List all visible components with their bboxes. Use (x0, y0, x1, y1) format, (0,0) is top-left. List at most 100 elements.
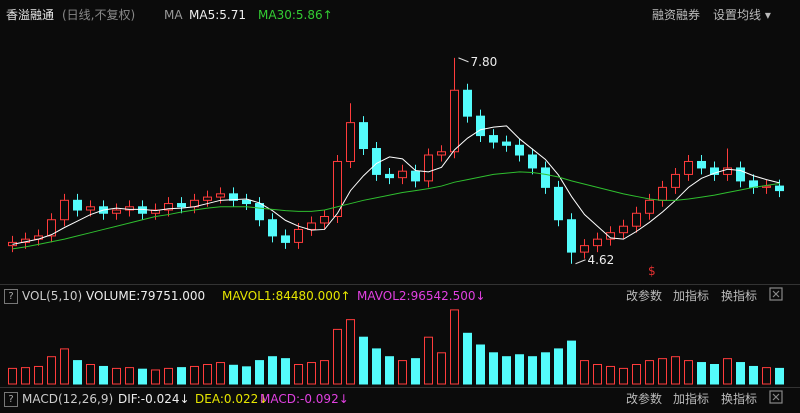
volume-bar (411, 358, 420, 385)
candle-body (632, 212, 641, 227)
volume-bar (21, 367, 30, 385)
edit-params[interactable]: 改参数 (626, 392, 663, 406)
volume-bar (528, 356, 537, 385)
candle-body (177, 203, 186, 208)
price-header: 香溢融通 (日线,不复权) MA MA5:5.71 MA30:5.86↑ 融资融… (0, 4, 800, 26)
candle-body (60, 199, 69, 221)
indicator-name: VOL(5,10) (22, 289, 83, 303)
add-indicator[interactable]: 加指标 (673, 392, 710, 406)
dea-value: DEA:0.022↓ (195, 392, 269, 406)
volume-bar (684, 360, 693, 385)
candle-body (541, 167, 550, 188)
ma-line (12, 171, 780, 250)
switch-indicator[interactable]: 换指标 (721, 289, 758, 303)
volume-bar (775, 367, 784, 385)
volume-bar (606, 365, 615, 385)
candle-body (528, 154, 537, 169)
ma-label: MA (164, 8, 183, 22)
candle-body (47, 219, 56, 237)
volume-bar (450, 309, 459, 385)
candle-body (411, 170, 420, 182)
edit-params[interactable]: 改参数 (626, 289, 663, 303)
volume-bar (125, 367, 134, 385)
candle-body (489, 135, 498, 143)
mavol1-value: MAVOL1:84480.000↑ (222, 289, 351, 303)
candle-body (671, 173, 680, 188)
candle-body (151, 209, 160, 214)
volume-bar (658, 358, 667, 385)
help-icon[interactable]: ? (4, 392, 18, 407)
candle-body (424, 154, 433, 182)
candle-body (515, 144, 524, 156)
ma30-value: MA30:5.86↑ (258, 8, 333, 22)
signal-mark: $ (648, 264, 656, 278)
volume-bar (762, 367, 771, 385)
volume-bar (320, 360, 329, 385)
volume-bar (723, 358, 732, 385)
volume-bar (463, 332, 472, 385)
close-icons (769, 287, 783, 404)
volume-bar (177, 367, 186, 385)
dif-value: DIF:-0.024↓ (118, 392, 190, 406)
volume-bar (281, 358, 290, 385)
volume-bar (424, 336, 433, 385)
volume-bar (385, 356, 394, 385)
volume-bar (359, 336, 368, 385)
ma-settings-button[interactable]: 设置均线 ▾ (713, 8, 771, 22)
candle-body (203, 196, 212, 201)
period: (日线,不复权) (62, 8, 136, 22)
candle-body (567, 219, 576, 253)
candle-body (580, 245, 589, 253)
volume-bar (242, 366, 251, 385)
volume-bar (346, 319, 355, 385)
margin-button[interactable]: 融资融券 (652, 8, 701, 22)
candle-body (268, 219, 277, 237)
close-button[interactable] (769, 390, 783, 404)
indicator-name: MACD(12,26,9) (22, 392, 114, 406)
candle-body (736, 167, 745, 182)
annotation-label: 4.62 (588, 253, 615, 267)
volume-bar (333, 328, 342, 385)
volume-bar (554, 348, 563, 385)
candle-body (437, 151, 446, 156)
candle-body (216, 193, 225, 198)
volume-bar (99, 365, 108, 385)
add-indicator[interactable]: 加指标 (673, 289, 710, 303)
volume-bar (73, 360, 82, 385)
volume-bar (47, 356, 56, 385)
candle-body (398, 170, 407, 179)
candle-body (606, 232, 615, 240)
switch-indicator[interactable]: 换指标 (721, 392, 758, 406)
volume-bar (112, 367, 121, 385)
candle-body (73, 199, 82, 211)
macd-header: ? MACD(12,26,9) DIF:-0.024↓ DEA:0.022↓ M… (0, 387, 800, 410)
volume-bar (151, 369, 160, 385)
candle-body (164, 203, 173, 211)
volume-bar (190, 365, 199, 385)
annotation-leader (575, 259, 586, 265)
candle-body (710, 167, 719, 175)
candle-body (749, 180, 758, 188)
close-glyph (772, 393, 780, 401)
candle-body (346, 122, 355, 162)
volume-bar (736, 362, 745, 385)
candle-body (723, 167, 732, 175)
volume-bar (489, 352, 498, 385)
volume-bar (476, 344, 485, 385)
help-icon[interactable]: ? (4, 289, 18, 304)
volume-bar (255, 360, 264, 385)
volume-bar (229, 364, 238, 385)
close-button[interactable] (769, 287, 783, 301)
volume-header: ? VOL(5,10) VOLUME:79751.000 MAVOL1:8448… (0, 284, 800, 307)
candle-body (255, 203, 264, 221)
volume-bar (60, 348, 69, 385)
volume-bar (515, 354, 524, 385)
stock-name: 香溢融通 (6, 8, 55, 22)
candle-body (294, 228, 303, 243)
candle-body (697, 160, 706, 169)
candle-body (86, 206, 95, 211)
volume-bar (671, 356, 680, 385)
volume-bar (645, 360, 654, 385)
volume-bar (541, 352, 550, 385)
